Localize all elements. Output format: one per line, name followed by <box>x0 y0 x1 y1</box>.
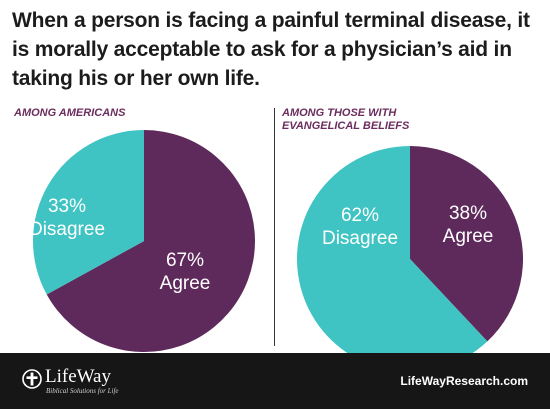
chart-title: When a person is facing a painful termin… <box>12 9 530 90</box>
website-link[interactable]: LifeWayResearch.com <box>400 374 528 388</box>
logo-name: LifeWay <box>45 366 111 387</box>
disagree-category-label: Disagree <box>322 228 398 249</box>
agree-category-label: Agree <box>443 226 494 247</box>
pie-slice-disagree <box>33 130 144 295</box>
disagree-category-label: Disagree <box>33 219 105 240</box>
lifeway-logo[interactable]: LifeWay Biblical Solutions for Life <box>22 367 119 396</box>
evangelicals-pie-chart: 38%Agree 62%Disagree <box>297 146 523 372</box>
pie-slice-disagree <box>297 146 488 372</box>
agree-percent-label: 38% <box>449 203 487 224</box>
pie-slice-agree <box>410 146 523 342</box>
cross-logo-icon <box>22 369 42 389</box>
right-chart-subtitle: AMONG THOSE WITH EVANGELICAL BELIEFS <box>282 107 410 132</box>
americans-pie-chart: 67%Agree 33%Disagree <box>33 130 255 352</box>
chart-divider <box>274 108 275 346</box>
logo-tagline: Biblical Solutions for Life <box>46 387 119 395</box>
pie-slice-agree <box>46 130 255 352</box>
agree-percent-label: 67% <box>166 250 204 271</box>
agree-category-label: Agree <box>160 273 211 294</box>
disagree-percent-label: 33% <box>48 196 86 217</box>
footer-bar: LifeWay Biblical Solutions for Life Life… <box>0 353 550 409</box>
disagree-percent-label: 62% <box>341 205 379 226</box>
left-chart-subtitle: AMONG AMERICANS <box>14 107 126 119</box>
